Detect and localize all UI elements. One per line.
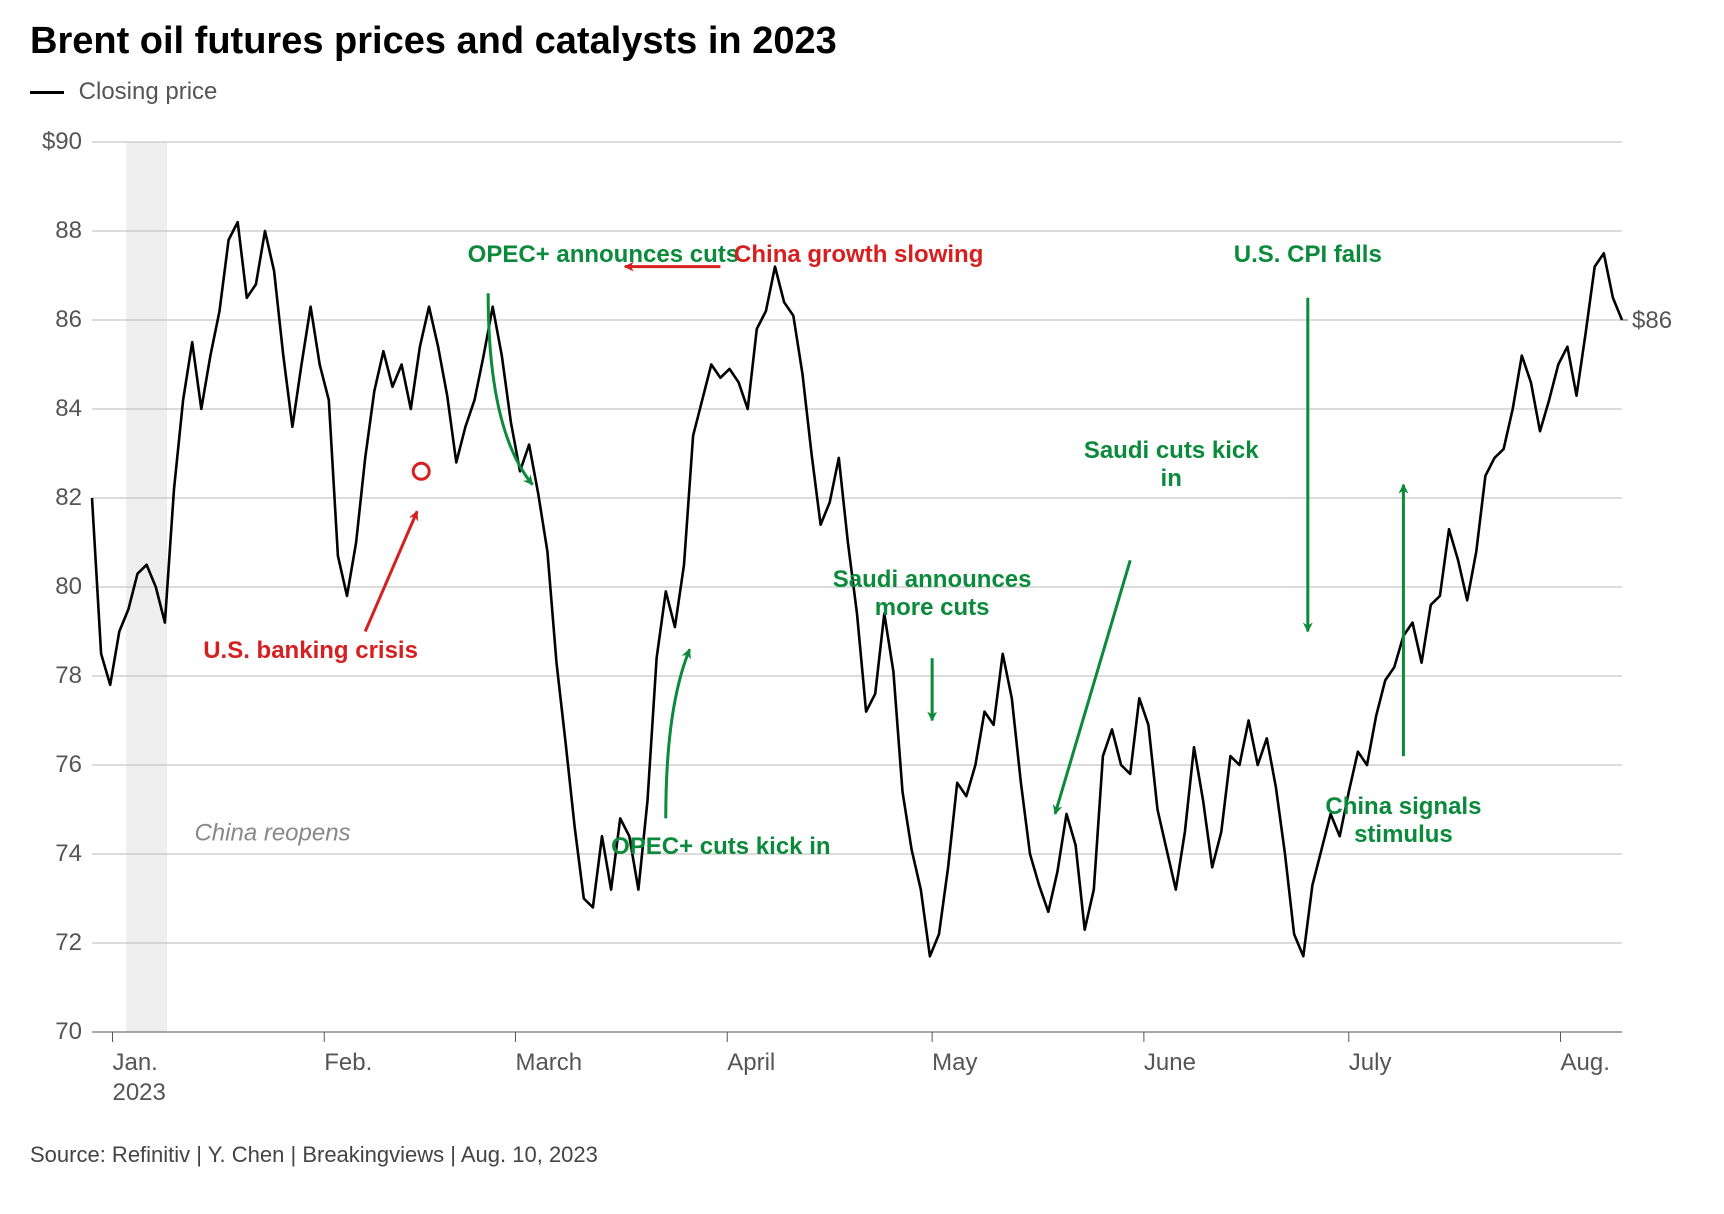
legend-swatch xyxy=(30,91,64,94)
svg-text:76: 76 xyxy=(55,751,82,778)
svg-text:74: 74 xyxy=(55,840,82,867)
svg-text:July: July xyxy=(1349,1049,1392,1076)
chart-container: Brent oil futures prices and catalysts i… xyxy=(0,0,1724,1214)
svg-text:$86: $86 xyxy=(1632,307,1672,334)
svg-text:OPEC+ cuts kick in: OPEC+ cuts kick in xyxy=(611,833,830,860)
legend-label: Closing price xyxy=(79,78,218,105)
svg-text:in: in xyxy=(1161,465,1182,492)
svg-text:Jan.: Jan. xyxy=(112,1049,157,1076)
svg-text:72: 72 xyxy=(55,929,82,956)
svg-text:April: April xyxy=(727,1049,775,1076)
chart-area: 70 72 74 76 78 80 82 84 86 88 $90 Jan. 2023 Feb. March… xyxy=(30,124,1694,1124)
line-chart: 70 72 74 76 78 80 82 84 86 88 $90 Jan. 2023 Feb. March… xyxy=(30,124,1694,1124)
source-line: Source: Refinitiv | Y. Chen | Breakingvi… xyxy=(30,1142,1694,1168)
svg-text:March: March xyxy=(515,1049,582,1076)
svg-text:86: 86 xyxy=(55,306,82,333)
svg-text:80: 80 xyxy=(55,573,82,600)
svg-text:82: 82 xyxy=(55,484,82,511)
svg-text:China signals: China signals xyxy=(1325,793,1481,820)
legend: Closing price xyxy=(30,78,1694,106)
svg-text:more cuts: more cuts xyxy=(875,594,990,621)
svg-text:stimulus: stimulus xyxy=(1354,821,1453,848)
svg-text:June: June xyxy=(1144,1049,1196,1076)
svg-text:China growth slowing: China growth slowing xyxy=(734,241,983,268)
svg-text:78: 78 xyxy=(55,662,82,689)
svg-text:May: May xyxy=(932,1049,977,1076)
svg-text:Saudi cuts kick: Saudi cuts kick xyxy=(1084,437,1259,464)
svg-text:U.S. CPI falls: U.S. CPI falls xyxy=(1234,241,1382,268)
svg-text:OPEC+ announces cuts: OPEC+ announces cuts xyxy=(468,241,739,268)
svg-text:Feb.: Feb. xyxy=(324,1049,372,1076)
svg-text:U.S. banking crisis: U.S. banking crisis xyxy=(203,637,418,664)
svg-text:70: 70 xyxy=(55,1018,82,1045)
svg-text:88: 88 xyxy=(55,217,82,244)
svg-text:2023: 2023 xyxy=(112,1079,165,1106)
chart-title: Brent oil futures prices and catalysts i… xyxy=(30,20,1694,63)
svg-text:China reopens: China reopens xyxy=(194,820,350,847)
svg-text:Aug.: Aug. xyxy=(1561,1049,1610,1076)
svg-text:$90: $90 xyxy=(42,128,82,155)
svg-text:Saudi announces: Saudi announces xyxy=(833,566,1032,593)
svg-text:84: 84 xyxy=(55,395,82,422)
